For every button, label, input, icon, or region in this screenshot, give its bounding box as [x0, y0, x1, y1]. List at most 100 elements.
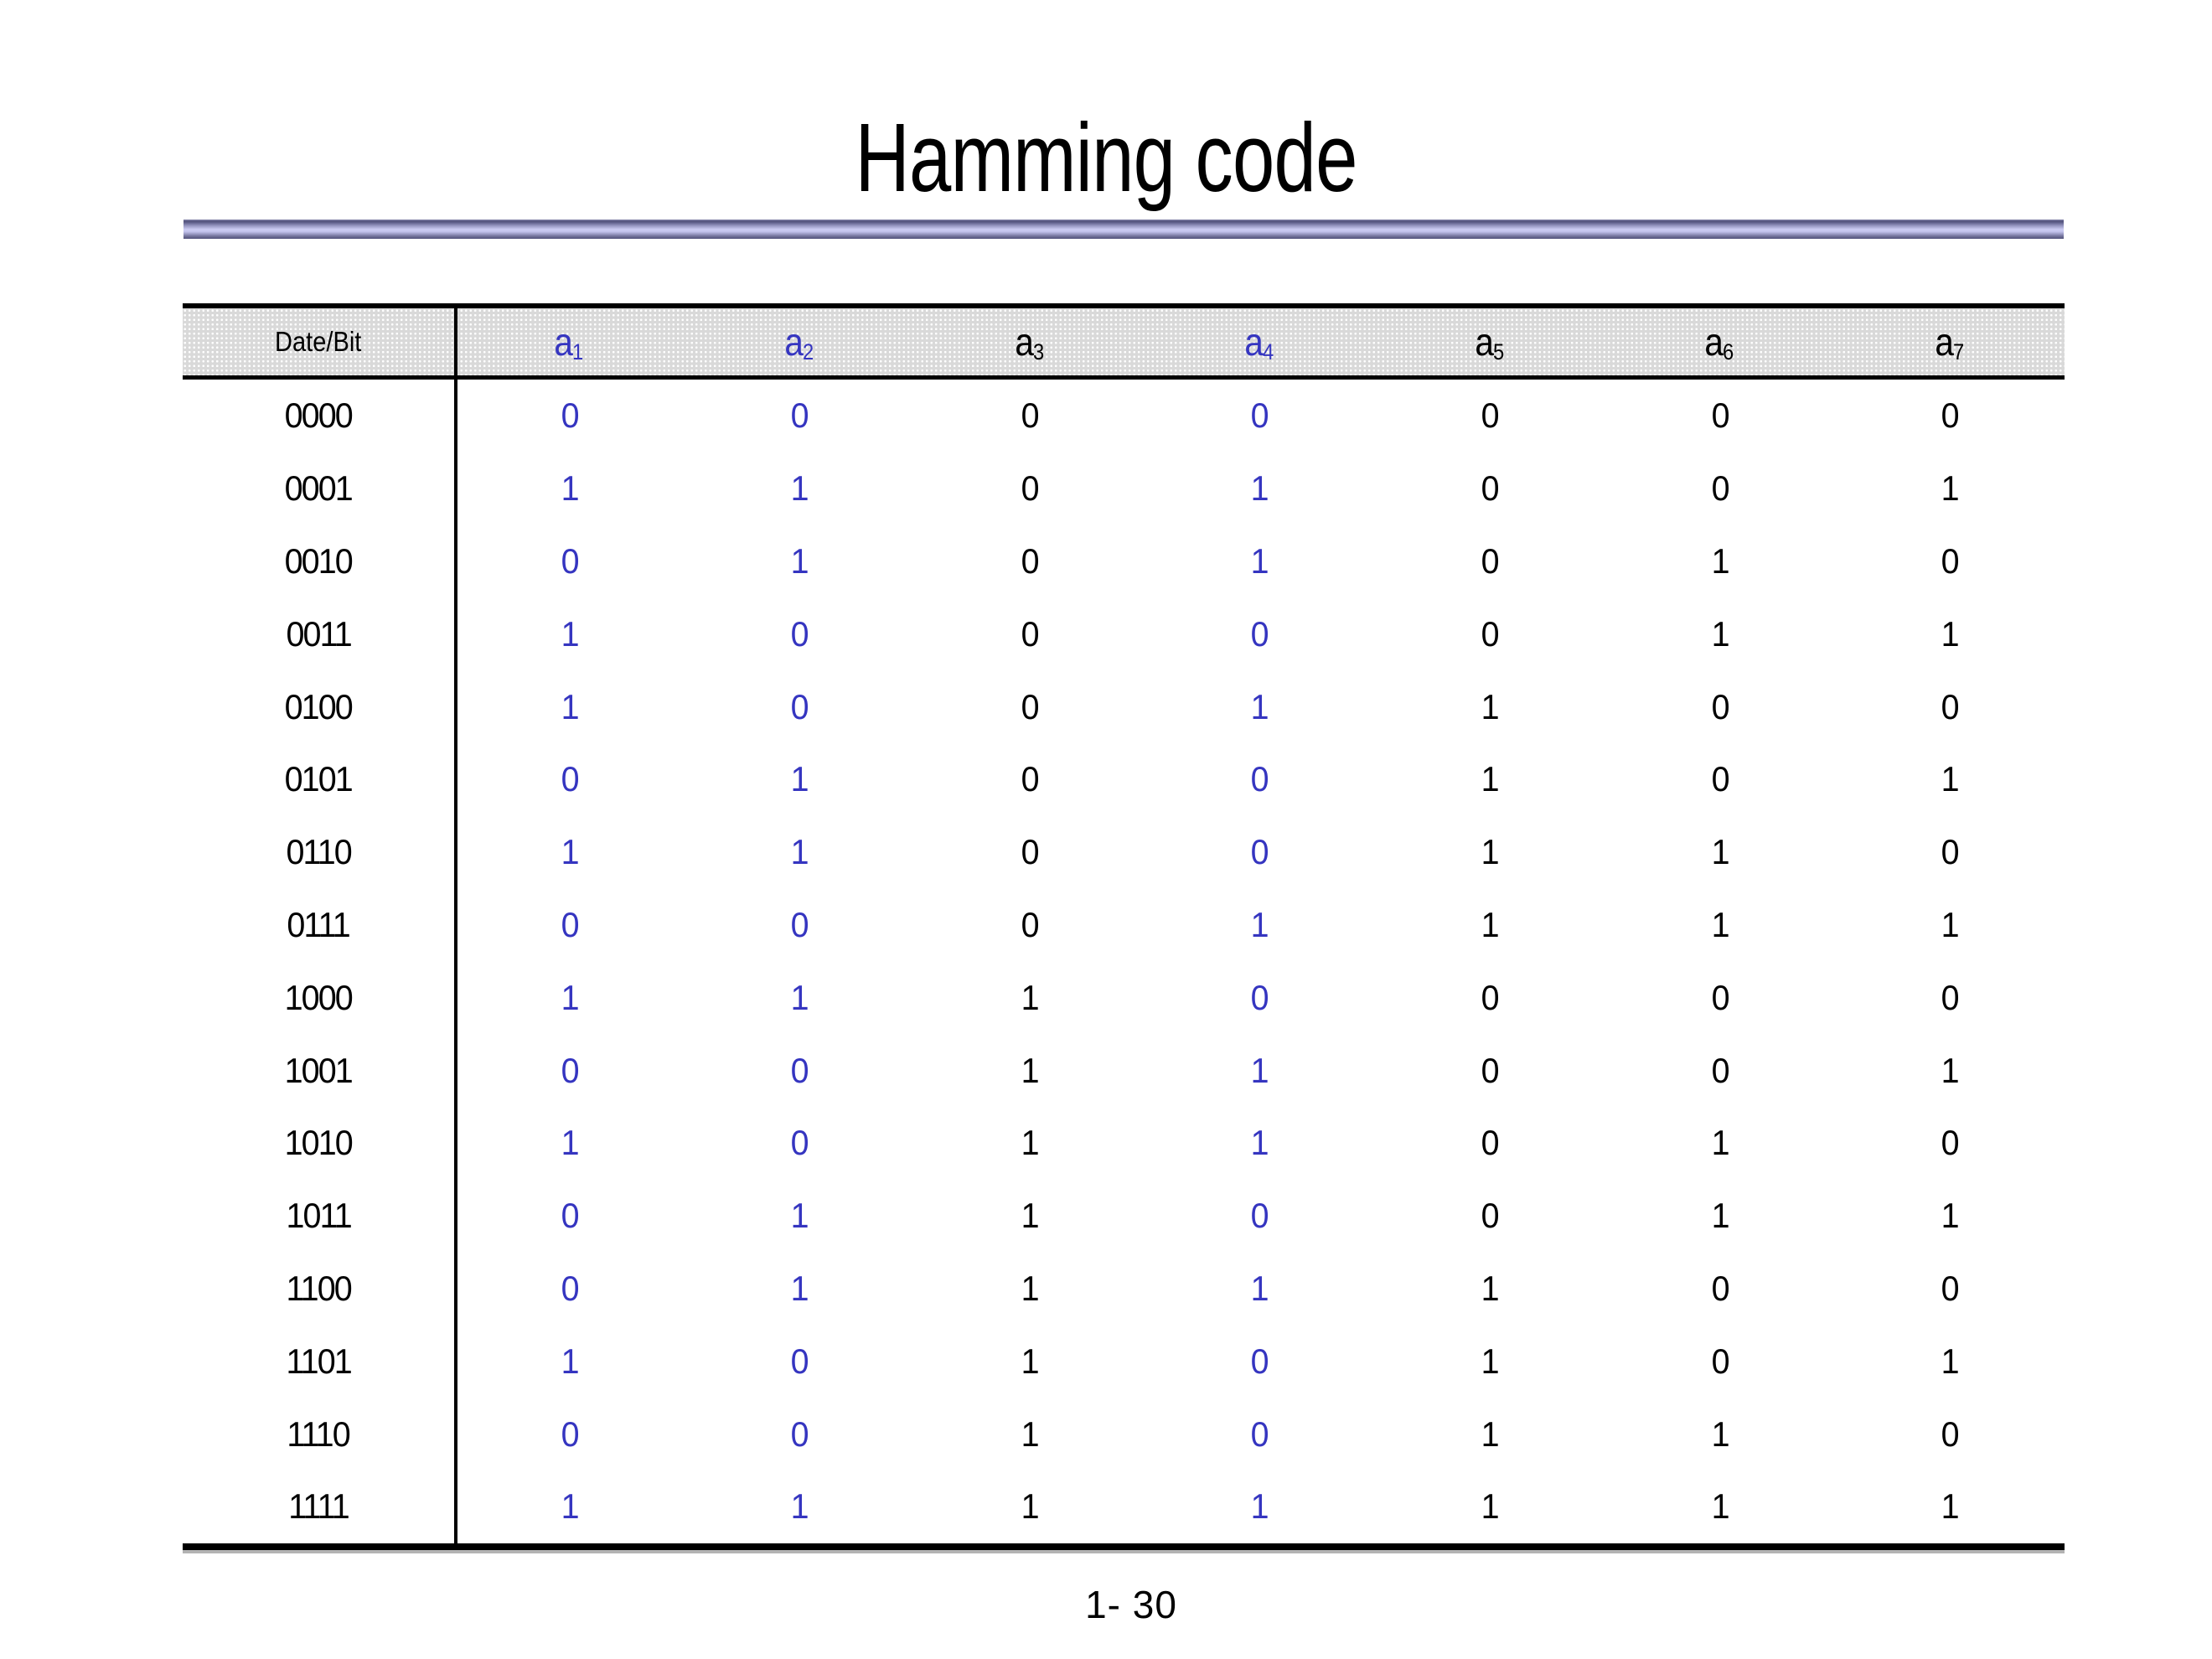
bit-value: 0: [1250, 759, 1269, 799]
bit-cell: 1: [454, 597, 685, 670]
bit-value: 1: [1481, 686, 1500, 726]
bit-cell: 1: [1605, 525, 1835, 598]
row-label: 0011: [286, 613, 352, 654]
bit-cell: 0: [1834, 380, 2065, 452]
bit-cell: 0: [685, 670, 915, 743]
bit-value: 0: [1021, 832, 1039, 872]
bit-cell: 1: [685, 743, 915, 816]
bit-value: 1: [1481, 759, 1500, 799]
bit-cell: 1: [685, 525, 915, 598]
column-header-subscript: 3: [1032, 339, 1044, 364]
column-header-label: a4: [1245, 319, 1274, 364]
bit-value: 1: [1941, 1486, 1960, 1527]
bit-value: 0: [1941, 1268, 1960, 1308]
row-bit-cells: 1 1 0 0 1 1 0: [454, 816, 2065, 889]
bit-value: 0: [1481, 977, 1500, 1017]
bit-value: 0: [1021, 395, 1039, 436]
row-label: 0001: [284, 468, 354, 509]
bit-cell: 1: [1834, 743, 2065, 816]
bit-value: 0: [1021, 540, 1039, 581]
bit-value: 1: [1481, 1341, 1500, 1381]
column-header-base: a: [1244, 320, 1264, 364]
bit-value: 1: [1021, 1050, 1039, 1090]
corner-label-text: Date/Bit: [275, 326, 362, 357]
bit-value: 1: [561, 1123, 579, 1163]
table-row: 1011 0 1 1 0 0 1 1: [183, 1180, 2065, 1253]
bit-value: 0: [1250, 1196, 1269, 1236]
bit-cell: 0: [914, 743, 1145, 816]
table-row: 1001 0 0 1 1 0 0 1: [183, 1034, 2065, 1107]
bit-cell: 0: [1374, 597, 1605, 670]
bit-value: 1: [1250, 1486, 1269, 1527]
table-row: 0000 0 0 0 0 0 0 0: [183, 380, 2065, 452]
bit-cell: 1: [1145, 452, 1375, 525]
bit-cell: 0: [1374, 1180, 1605, 1253]
bit-cell: 0: [1374, 525, 1605, 598]
column-header-subscript: 1: [572, 339, 584, 364]
column-header-a3: a3: [914, 308, 1145, 375]
bit-value: 1: [561, 468, 579, 509]
bit-cell: 0: [454, 1253, 685, 1326]
bit-cell: 1: [1374, 743, 1605, 816]
column-header-subscript: 2: [803, 339, 814, 364]
bit-cell: 1: [1834, 889, 2065, 962]
bit-cell: 1: [1605, 597, 1835, 670]
table-row: 0001 1 1 0 1 0 0 1: [183, 452, 2065, 525]
bit-cell: 1: [1834, 1325, 2065, 1398]
bit-value: 0: [1021, 613, 1039, 654]
row-label-cell: 0100: [183, 670, 454, 743]
bit-cell: 1: [685, 816, 915, 889]
bit-cell: 0: [1834, 1107, 2065, 1180]
bit-value: 1: [561, 686, 579, 726]
bit-value: 0: [561, 904, 579, 944]
bit-value: 1: [1711, 540, 1729, 581]
bit-value: 0: [1250, 977, 1269, 1017]
title-divider-bar: [183, 220, 2064, 239]
table-row: 1010 1 0 1 1 0 1 0: [183, 1107, 2065, 1180]
bit-value: 0: [561, 1050, 579, 1090]
bit-value: 1: [1481, 1486, 1500, 1527]
bit-value: 1: [1711, 1196, 1729, 1236]
bit-cell: 0: [1834, 670, 2065, 743]
bit-value: 0: [1021, 904, 1039, 944]
bit-cell: 0: [454, 1034, 685, 1107]
row-label: 0010: [284, 540, 354, 581]
bit-cell: 1: [1834, 1470, 2065, 1543]
bit-cell: 1: [914, 961, 1145, 1034]
row-label: 1001: [284, 1050, 354, 1090]
bit-value: 0: [1711, 1268, 1729, 1308]
bit-cell: 1: [1834, 597, 2065, 670]
bit-cell: 0: [685, 597, 915, 670]
bit-value: 1: [1250, 1123, 1269, 1163]
bit-cell: 0: [914, 597, 1145, 670]
bit-cell: 0: [1605, 670, 1835, 743]
row-label: 1010: [284, 1123, 354, 1163]
bit-cell: 0: [685, 889, 915, 962]
bit-value: 0: [561, 1268, 579, 1308]
bit-value: 0: [1481, 395, 1500, 436]
table-row: 0111 0 0 0 1 1 1 1: [183, 889, 2065, 962]
row-label: 1000: [284, 977, 354, 1017]
column-header-a4: a4: [1145, 308, 1375, 375]
bit-cell: 0: [1605, 1253, 1835, 1326]
bit-value: 1: [1021, 1196, 1039, 1236]
row-label-cell: 1001: [183, 1034, 454, 1107]
column-header-subscript: 6: [1723, 339, 1734, 364]
bit-cell: 0: [1605, 452, 1835, 525]
bit-value: 1: [1711, 832, 1729, 872]
bit-cell: 1: [914, 1325, 1145, 1398]
table-row: 0110 1 1 0 0 1 1 0: [183, 816, 2065, 889]
bit-value: 1: [790, 540, 809, 581]
bit-value: 0: [1711, 1341, 1729, 1381]
column-header-base: a: [784, 320, 804, 364]
row-label-cell: 0000: [183, 380, 454, 452]
bit-cell: 0: [454, 380, 685, 452]
bit-cell: 0: [1145, 1180, 1375, 1253]
table-row: 0101 0 1 0 0 1 0 1: [183, 743, 2065, 816]
bit-cell: 1: [1145, 1107, 1375, 1180]
bit-value: 0: [790, 1414, 809, 1454]
bit-value: 1: [790, 1196, 809, 1236]
bit-value: 0: [1481, 1050, 1500, 1090]
bit-value: 1: [1250, 686, 1269, 726]
bit-value: 1: [1711, 613, 1729, 654]
